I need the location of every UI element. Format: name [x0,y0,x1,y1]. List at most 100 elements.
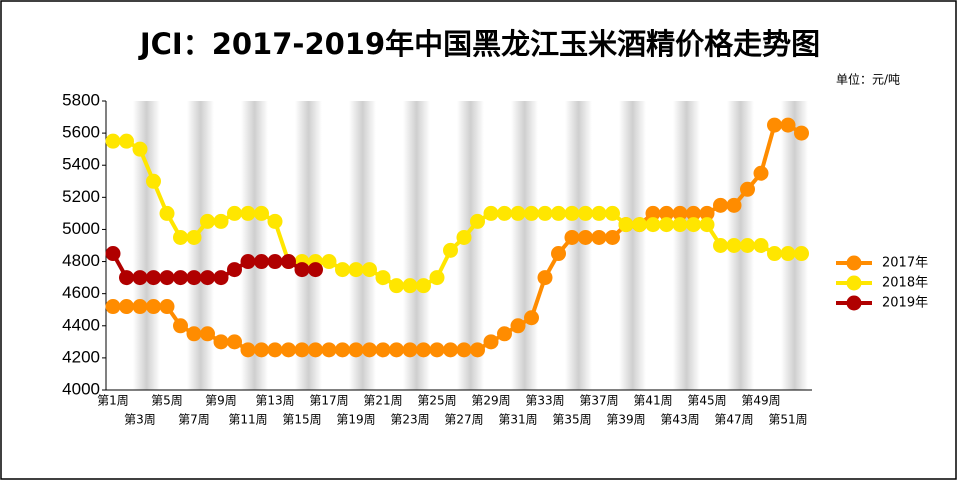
data-point [578,205,593,221]
data-point [375,270,391,286]
x-tick-label: 第23周 [390,413,429,427]
legend-label: 2019年 [882,296,928,311]
plot-stripe [781,101,808,390]
data-point [564,229,580,245]
y-tick-label: 4800 [62,251,100,270]
x-tick-label: 第29周 [471,394,510,408]
x-tick-label: 第47周 [714,413,753,427]
legend-marker [846,295,862,311]
data-point [375,342,391,358]
data-point [186,326,202,342]
x-tick-label: 第3周 [124,413,156,427]
data-point [132,299,148,315]
y-tick-label: 4200 [62,347,100,366]
x-tick-label: 第21周 [363,394,402,408]
plot-stripe [403,101,430,390]
data-point [200,270,215,286]
data-point [456,229,472,245]
data-point [740,181,755,197]
plot-stripe [673,101,700,390]
data-point [213,213,229,229]
x-tick-label: 第7周 [178,413,210,427]
data-point [335,342,350,358]
data-point [578,229,593,245]
plot-stripe [457,101,484,390]
data-point [267,254,283,270]
data-point [227,334,242,350]
y-tick-label: 5000 [62,219,100,238]
data-point [281,254,296,270]
data-point [780,117,796,133]
x-tick-label: 第39周 [606,413,645,427]
data-point [227,262,242,278]
data-point [456,342,472,358]
data-point [672,205,688,221]
data-point [240,205,256,221]
data-point [672,217,688,233]
data-point [726,238,742,253]
data-point [132,141,148,157]
data-point [173,318,188,334]
data-point [470,342,485,358]
x-tick-label: 第17周 [309,394,348,408]
data-point [551,205,566,221]
x-tick-label: 第33周 [525,394,564,408]
data-point [645,217,661,233]
y-tick-label: 5600 [62,123,100,142]
data-point [362,262,377,278]
data-point [159,205,175,221]
data-point [483,205,499,221]
data-point [767,117,782,133]
data-point [362,342,377,358]
data-point [402,278,418,294]
data-point [105,133,121,149]
data-point [159,270,175,286]
data-point [389,278,404,294]
data-point [213,270,229,286]
data-point [713,238,728,253]
data-point [740,238,755,253]
data-point [537,270,553,286]
data-point [443,242,458,258]
data-point [470,213,485,229]
data-point [240,342,256,358]
data-point [524,310,539,326]
data-point [281,342,296,358]
data-point [308,342,323,358]
data-point [537,205,553,221]
x-tick-label: 第31周 [498,413,537,427]
plot-stripe [349,101,376,390]
data-point [551,246,566,262]
y-tick-label: 5800 [62,90,100,109]
x-tick-label: 第13周 [255,394,294,408]
x-tick-label: 第43周 [660,413,699,427]
data-point [159,299,175,315]
data-point [659,205,674,221]
data-point [794,125,809,141]
x-tick-label: 第9周 [205,394,237,408]
data-point [429,270,445,286]
data-point [443,342,458,358]
x-tick-label: 第49周 [741,394,780,408]
data-point [119,270,134,286]
y-tick-label: 5200 [62,187,100,206]
data-point [510,318,526,334]
data-point [510,205,526,221]
data-point [227,205,242,221]
data-point [348,342,364,358]
data-point [119,299,134,315]
x-tick-label: 第27周 [444,413,483,427]
data-point [240,254,256,270]
y-tick-label: 4400 [62,315,100,334]
data-point [591,229,607,245]
data-point [699,205,715,221]
x-tick-label: 第15周 [282,413,321,427]
legend-label: 2018年 [882,276,928,291]
data-point [699,217,715,233]
plot-stripe [565,101,592,390]
x-tick-label: 第45周 [687,394,726,408]
data-point [308,262,323,278]
data-point [173,270,188,286]
data-point [497,205,512,221]
